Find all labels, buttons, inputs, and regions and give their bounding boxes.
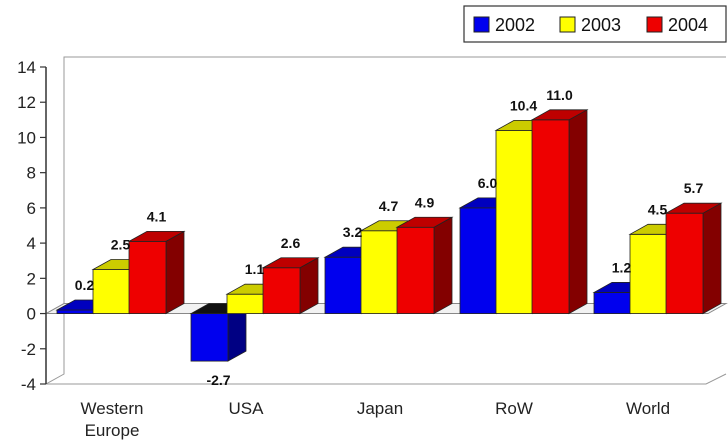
y-tick-label: 6 bbox=[27, 199, 36, 218]
y-tick-label: 4 bbox=[27, 234, 36, 253]
x-category-label: Western Europe bbox=[81, 399, 144, 440]
bar bbox=[395, 216, 454, 315]
data-label: 4.5 bbox=[648, 201, 668, 217]
y-tick-label: -2 bbox=[21, 340, 36, 359]
legend-label: 2002 bbox=[495, 15, 535, 35]
y-tick-label: 8 bbox=[27, 164, 36, 183]
data-labels: 0.2 2.5 4.1 -2.7 1.1 2.6 3.2 4.7 4.9 6.0 10.4 11.0 1… bbox=[75, 87, 704, 388]
y-tick-label: 12 bbox=[17, 93, 36, 112]
x-category-label: RoW bbox=[495, 399, 533, 418]
chart-legend: 2002 2003 2004 bbox=[463, 5, 727, 43]
y-tick-label: 2 bbox=[27, 269, 36, 288]
data-label: 4.7 bbox=[379, 198, 399, 214]
data-label: 10.4 bbox=[510, 97, 537, 113]
y-tick-label: -4 bbox=[21, 375, 36, 394]
x-category-label: USA bbox=[229, 399, 265, 418]
x-category-label: World bbox=[626, 399, 670, 418]
x-category-label: Japan bbox=[357, 399, 403, 418]
bar bbox=[530, 109, 589, 315]
bar bbox=[261, 257, 320, 315]
data-label: 2.5 bbox=[111, 237, 131, 253]
chart-bars bbox=[55, 109, 723, 362]
x-axis-labels: Western Europe USA Japan RoW World bbox=[81, 399, 671, 440]
data-label: 5.7 bbox=[684, 180, 704, 196]
data-label: 1.1 bbox=[245, 261, 265, 277]
legend-swatch bbox=[559, 16, 576, 33]
bar bbox=[664, 202, 723, 315]
legend-label: 2004 bbox=[668, 15, 708, 35]
data-label: 4.9 bbox=[415, 194, 435, 210]
legend-label: 2003 bbox=[581, 15, 621, 35]
data-label: 2.6 bbox=[281, 235, 301, 251]
data-label: 3.2 bbox=[343, 224, 363, 240]
data-label: 0.2 bbox=[75, 277, 95, 293]
legend-swatch bbox=[473, 16, 490, 33]
legend-box bbox=[463, 5, 727, 43]
data-label: 11.0 bbox=[546, 87, 573, 103]
bottom-floor bbox=[46, 373, 727, 385]
y-tick-label: 10 bbox=[17, 128, 36, 147]
y-axis-ticks: 14 12 10 8 6 4 2 0 -2 -4 bbox=[17, 58, 46, 394]
data-label: 1.2 bbox=[612, 259, 632, 275]
data-label: 6.0 bbox=[478, 175, 498, 191]
legend-swatch bbox=[646, 16, 663, 33]
chart-back-wall bbox=[45, 56, 726, 385]
bar bbox=[189, 302, 248, 362]
y-tick-label: 14 bbox=[17, 58, 36, 77]
bar bbox=[127, 230, 186, 315]
data-label: -2.7 bbox=[206, 372, 230, 388]
data-label: 4.1 bbox=[147, 208, 167, 224]
y-tick-label: 0 bbox=[27, 305, 36, 324]
